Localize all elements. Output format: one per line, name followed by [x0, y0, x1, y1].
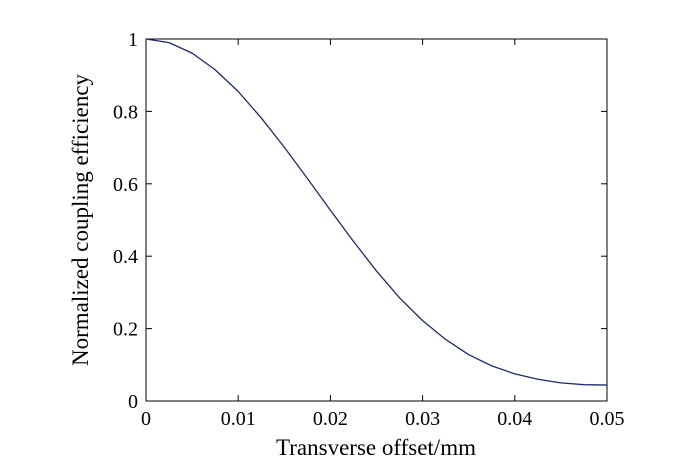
y-axis-label: Normalized coupling efficiency	[68, 73, 93, 366]
plot-frame	[145, 38, 608, 402]
series-line	[145, 38, 608, 386]
y-tick-label: 0.2	[113, 319, 138, 341]
y-tick-label: 0	[128, 391, 138, 413]
x-tick-label: 0	[141, 408, 151, 430]
y-tick-label: 0.6	[113, 174, 138, 196]
y-tick-label: 0.8	[113, 101, 138, 123]
y-tick-label: 0.4	[113, 246, 138, 268]
x-tick-label: 0.03	[405, 408, 440, 430]
tick-label-group: 0 0.01 0.02 0.03 0.04 0.05 0 0.2 0.4 0.6 0.8 1	[113, 29, 625, 430]
y-tick-label: 1	[128, 29, 138, 51]
x-tick-label: 0.04	[497, 408, 532, 430]
x-tick-label: 0.02	[313, 408, 348, 430]
tick-group	[145, 38, 608, 402]
series-group	[145, 38, 608, 386]
x-tick-label: 0.05	[590, 408, 625, 430]
x-axis-label: Transverse offset/mm	[276, 435, 476, 460]
x-tick-label: 0.01	[221, 408, 256, 430]
